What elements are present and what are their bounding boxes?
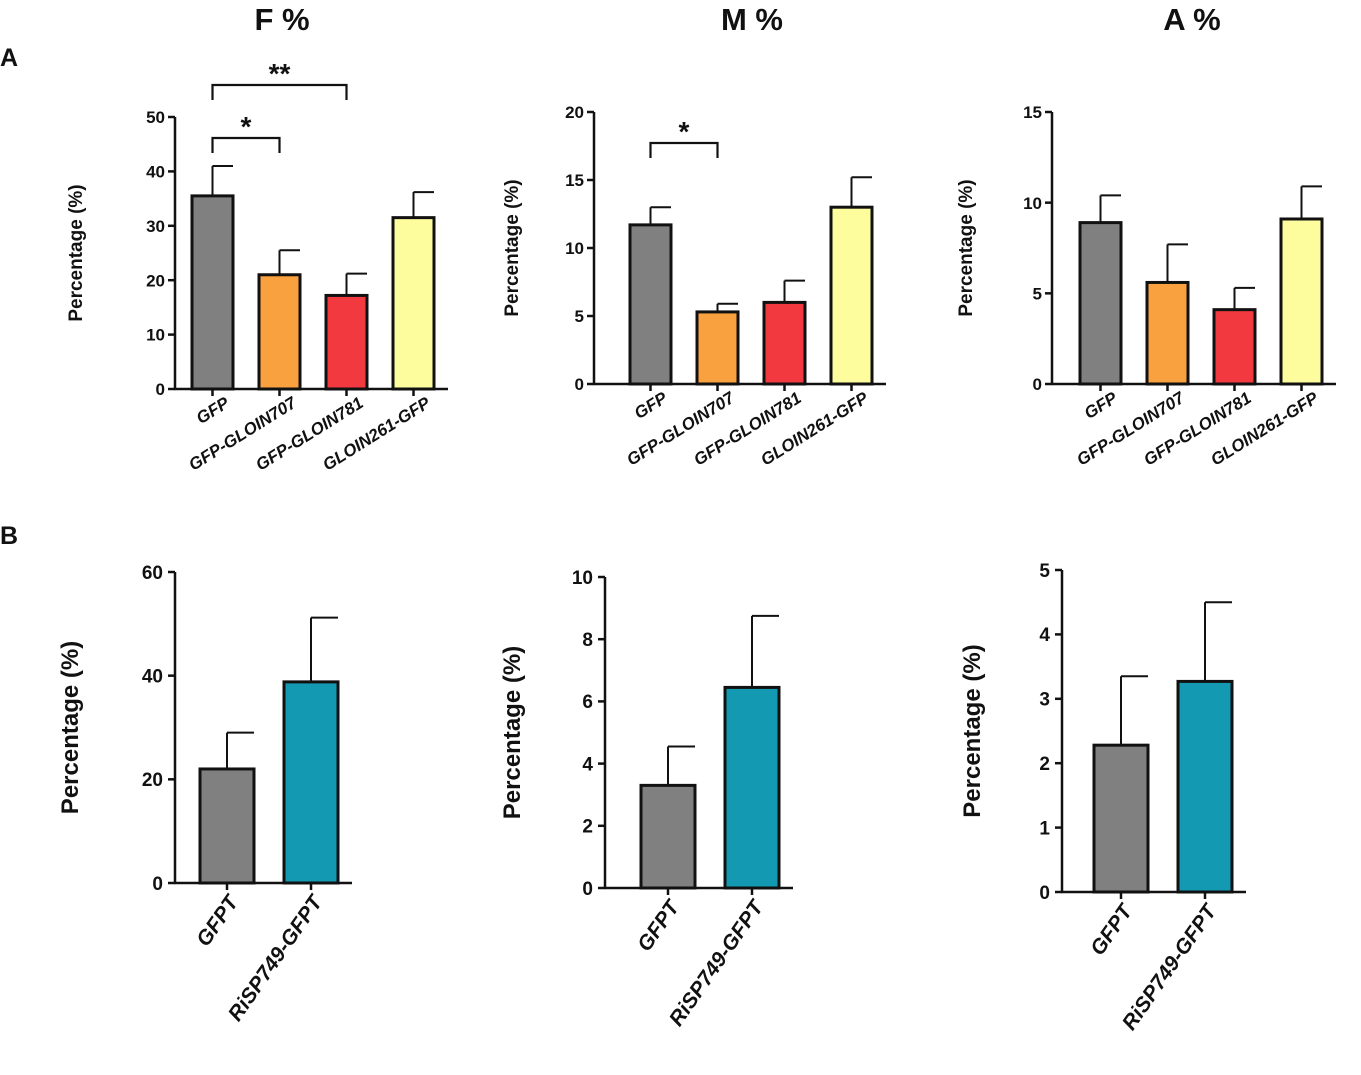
bar: [282, 680, 340, 885]
column-title-a: A %: [1163, 2, 1220, 37]
charts-group: Percentage (%)01020304050GFPGFP-GLOIN707…: [57, 58, 1336, 1034]
y-tick-label: 60: [142, 563, 163, 584]
y-tick-label: 0: [1039, 883, 1050, 904]
bar: [1092, 743, 1150, 894]
y-tick-label: 40: [142, 667, 163, 688]
bar: [639, 783, 697, 890]
bar: [1176, 679, 1234, 894]
significance-label: *: [679, 116, 690, 147]
bar: [1279, 217, 1324, 386]
y-axis-title: Percentage (%): [502, 179, 523, 316]
bar: [723, 685, 781, 890]
y-tick-label: 15: [1023, 103, 1042, 122]
significance-bracket: [211, 136, 281, 153]
y-tick-label: 50: [146, 108, 165, 127]
chart-a-m: Percentage (%)05101520GFPGFP-GLOIN707GFP…: [502, 103, 886, 469]
y-axis-title: Percentage (%): [57, 641, 84, 814]
y-tick-label: 15: [565, 171, 584, 190]
y-axis-title: Percentage (%): [66, 184, 87, 321]
category-label: GFP: [1081, 388, 1121, 423]
y-tick-label: 3: [1039, 690, 1050, 711]
y-tick-label: 6: [582, 692, 593, 713]
y-tick-label: 40: [146, 163, 165, 182]
y-tick-label: 0: [152, 874, 163, 895]
y-tick-label: 5: [575, 307, 584, 326]
category-label: RiSP749-GFPT: [224, 890, 328, 1025]
category-label: GFP: [193, 393, 233, 428]
category-label: GFP: [631, 388, 671, 423]
category-label: GFPT: [1086, 899, 1138, 960]
y-tick-label: 4: [582, 754, 593, 775]
bar: [257, 273, 302, 391]
category-label: GFPT: [192, 890, 244, 951]
bar: [829, 205, 874, 386]
y-tick-label: 5: [1039, 561, 1050, 582]
bar: [324, 293, 369, 391]
y-tick-label: 20: [142, 770, 163, 791]
y-axis-title: Percentage (%): [956, 179, 977, 316]
y-tick-label: 10: [146, 326, 165, 345]
bar: [1145, 280, 1190, 386]
bar: [190, 194, 235, 391]
column-title-m: M %: [721, 2, 783, 37]
significance-bracket: [211, 83, 348, 100]
y-tick-label: 10: [1023, 194, 1042, 213]
y-tick-label: 5: [1033, 284, 1042, 303]
y-tick-label: 20: [565, 103, 584, 122]
y-tick-label: 10: [572, 568, 593, 589]
bar: [198, 767, 256, 885]
panel-label-b: B: [0, 522, 18, 550]
y-tick-label: 30: [146, 217, 165, 236]
y-tick-label: 4: [1039, 625, 1050, 646]
y-tick-label: 0: [156, 380, 165, 399]
bar: [628, 223, 673, 386]
chart-a-a: Percentage (%)051015GFPGFP-GLOIN707GFP-G…: [956, 103, 1336, 469]
bar: [1212, 308, 1257, 386]
bar: [1078, 221, 1123, 386]
y-tick-label: 2: [582, 817, 593, 838]
significance-label: *: [241, 111, 252, 142]
y-tick-label: 1: [1039, 818, 1050, 839]
y-tick-label: 0: [582, 879, 593, 900]
category-label: RiSP749-GFPT: [1118, 899, 1222, 1034]
category-label: GFPT: [633, 895, 685, 956]
significance-label: **: [269, 58, 291, 89]
significance-bracket: [649, 141, 719, 158]
chart-a-f: Percentage (%)01020304050GFPGFP-GLOIN707…: [66, 58, 448, 474]
column-title-f: F %: [254, 2, 309, 37]
bar: [391, 216, 436, 391]
y-tick-label: 10: [565, 239, 584, 258]
y-tick-label: 0: [575, 375, 584, 394]
panel-label-a: A: [0, 44, 18, 72]
y-tick-label: 2: [1039, 754, 1050, 775]
bar: [762, 300, 807, 386]
bar: [695, 310, 740, 386]
y-tick-label: 8: [582, 630, 593, 651]
y-tick-label: 20: [146, 271, 165, 290]
category-label: RiSP749-GFPT: [665, 895, 769, 1030]
y-tick-label: 0: [1033, 375, 1042, 394]
y-axis-title: Percentage (%): [959, 644, 986, 817]
y-axis-title: Percentage (%): [499, 646, 526, 819]
